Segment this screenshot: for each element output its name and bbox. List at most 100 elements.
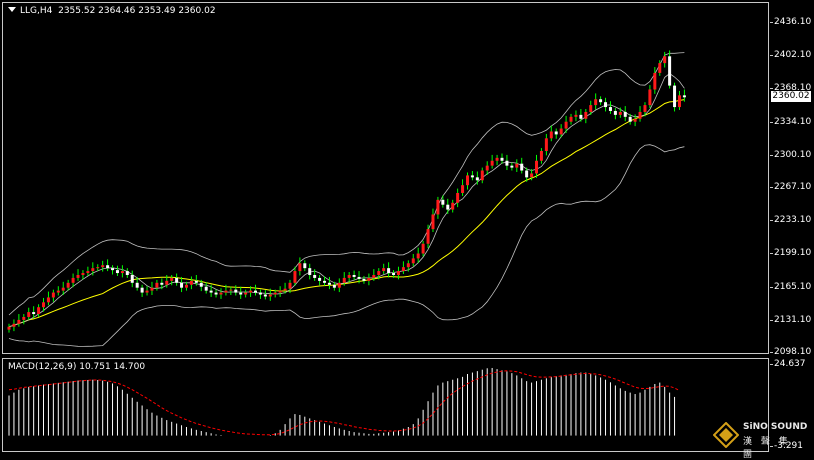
macd-chart-svg <box>8 367 680 436</box>
macd-axis-tick <box>770 446 773 447</box>
candle-body <box>184 284 188 288</box>
candle-body <box>638 111 642 119</box>
candle-body <box>564 121 568 129</box>
price-axis-tick <box>770 352 773 353</box>
price-axis-tick <box>770 121 773 123</box>
candle-body <box>234 289 238 293</box>
candle-body <box>66 282 70 288</box>
candle-body <box>584 111 588 119</box>
candle-body <box>46 297 50 303</box>
candle-body <box>599 99 603 103</box>
candle-body <box>446 204 450 210</box>
dropdown-triangle-icon[interactable] <box>8 7 16 12</box>
candle-body <box>485 165 489 171</box>
price-axis-label: 2165.10 <box>774 281 812 292</box>
candle-body <box>372 274 376 278</box>
candle-body <box>56 290 60 293</box>
price-axis-tick <box>770 154 773 156</box>
candle-body <box>456 192 460 203</box>
candle-body <box>308 268 312 275</box>
price-axis-label: 2199.10 <box>774 248 812 259</box>
candle-body <box>589 105 593 112</box>
upper-band-line <box>8 52 685 316</box>
candles <box>7 50 686 333</box>
candle-body <box>76 274 80 278</box>
price-axis-tick <box>770 253 773 255</box>
candle-body <box>332 284 336 288</box>
candle-body <box>544 138 548 151</box>
current-price-tag: 2360.02 <box>771 91 811 103</box>
candle-body <box>91 268 95 272</box>
price-axis-label: 2267.10 <box>774 182 812 192</box>
macd-header: MACD(12,26,9) 10.751 14.700 <box>8 362 146 372</box>
candle-body <box>406 263 410 268</box>
macd-axis[interactable]: 24.637 -3.291 <box>770 358 814 452</box>
candle-body <box>411 258 415 264</box>
candle-body <box>490 160 494 166</box>
candle-body <box>263 294 267 297</box>
candle-body <box>180 282 184 288</box>
candle-body <box>298 263 302 272</box>
candle-body <box>682 95 686 98</box>
lower-band-line <box>8 144 685 347</box>
candle-body <box>189 280 193 285</box>
price-axis-label: 2368.10 <box>774 83 812 94</box>
candle-body <box>81 273 85 275</box>
candle-body <box>623 111 627 117</box>
price-axis-tick <box>770 286 773 288</box>
candle-body <box>214 292 218 295</box>
candle-body <box>663 56 667 64</box>
candle-body <box>288 282 292 289</box>
candle-body <box>37 307 41 315</box>
candle-body <box>111 268 115 271</box>
candle-body <box>204 286 208 291</box>
candle-body <box>327 282 331 285</box>
candle-body <box>510 165 514 168</box>
macd-signal-line <box>8 370 680 436</box>
candle-body <box>653 72 657 90</box>
candle-body <box>608 107 612 111</box>
macd-axis-bottom-label: -3.291 <box>774 441 804 451</box>
chart-header: LLG,H4 2355.52 2364.46 2353.49 2360.02 <box>8 6 216 16</box>
candle-body <box>130 274 134 283</box>
candle-body <box>170 277 174 281</box>
candle-body <box>239 292 243 295</box>
candle-body <box>42 302 46 308</box>
candle-body <box>32 312 36 315</box>
candle-body <box>229 289 233 291</box>
candle-body <box>574 114 578 117</box>
price-axis-label: 2402.10 <box>774 50 812 61</box>
candle-body <box>51 292 55 298</box>
candle-body <box>554 131 558 135</box>
bollinger-bands <box>8 52 685 347</box>
candle-body <box>199 282 203 287</box>
candle-body <box>337 282 341 288</box>
candle-body <box>594 99 598 106</box>
candle-body <box>633 118 637 122</box>
candle-body <box>505 160 509 166</box>
candle-body <box>377 271 381 275</box>
price-axis-tick <box>770 55 773 57</box>
candle-body <box>431 214 435 230</box>
candle-body <box>648 89 652 106</box>
candle-body <box>579 114 583 119</box>
candle-body <box>342 277 346 283</box>
candle-body <box>273 292 277 295</box>
candle-body <box>668 56 672 86</box>
candle-body <box>258 292 262 295</box>
candle-body <box>224 290 228 293</box>
macd-pane[interactable]: MACD(12,26,9) 10.751 14.700 <box>2 358 769 452</box>
price-axis[interactable]: 2436.10 2402.10 2368.10 2334.10 2300.10 2267.… <box>770 2 814 357</box>
candle-body <box>165 280 169 285</box>
candle-body <box>367 277 371 281</box>
candle-body <box>500 157 504 161</box>
candle-body <box>194 280 198 283</box>
price-axis-label: 2098.10 <box>774 347 812 357</box>
candle-body <box>96 267 100 269</box>
candle-body <box>7 326 11 330</box>
price-chart-pane[interactable]: LLG,H4 2355.52 2364.46 2353.49 2360.02 <box>2 2 769 354</box>
candle-body <box>293 271 297 283</box>
candle-body <box>451 202 455 210</box>
candle-body <box>441 199 445 205</box>
candle-body <box>387 268 391 274</box>
